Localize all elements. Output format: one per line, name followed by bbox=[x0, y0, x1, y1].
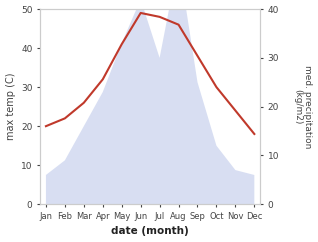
Y-axis label: med. precipitation
(kg/m2): med. precipitation (kg/m2) bbox=[293, 65, 313, 148]
X-axis label: date (month): date (month) bbox=[111, 227, 189, 236]
Y-axis label: max temp (C): max temp (C) bbox=[5, 73, 16, 140]
